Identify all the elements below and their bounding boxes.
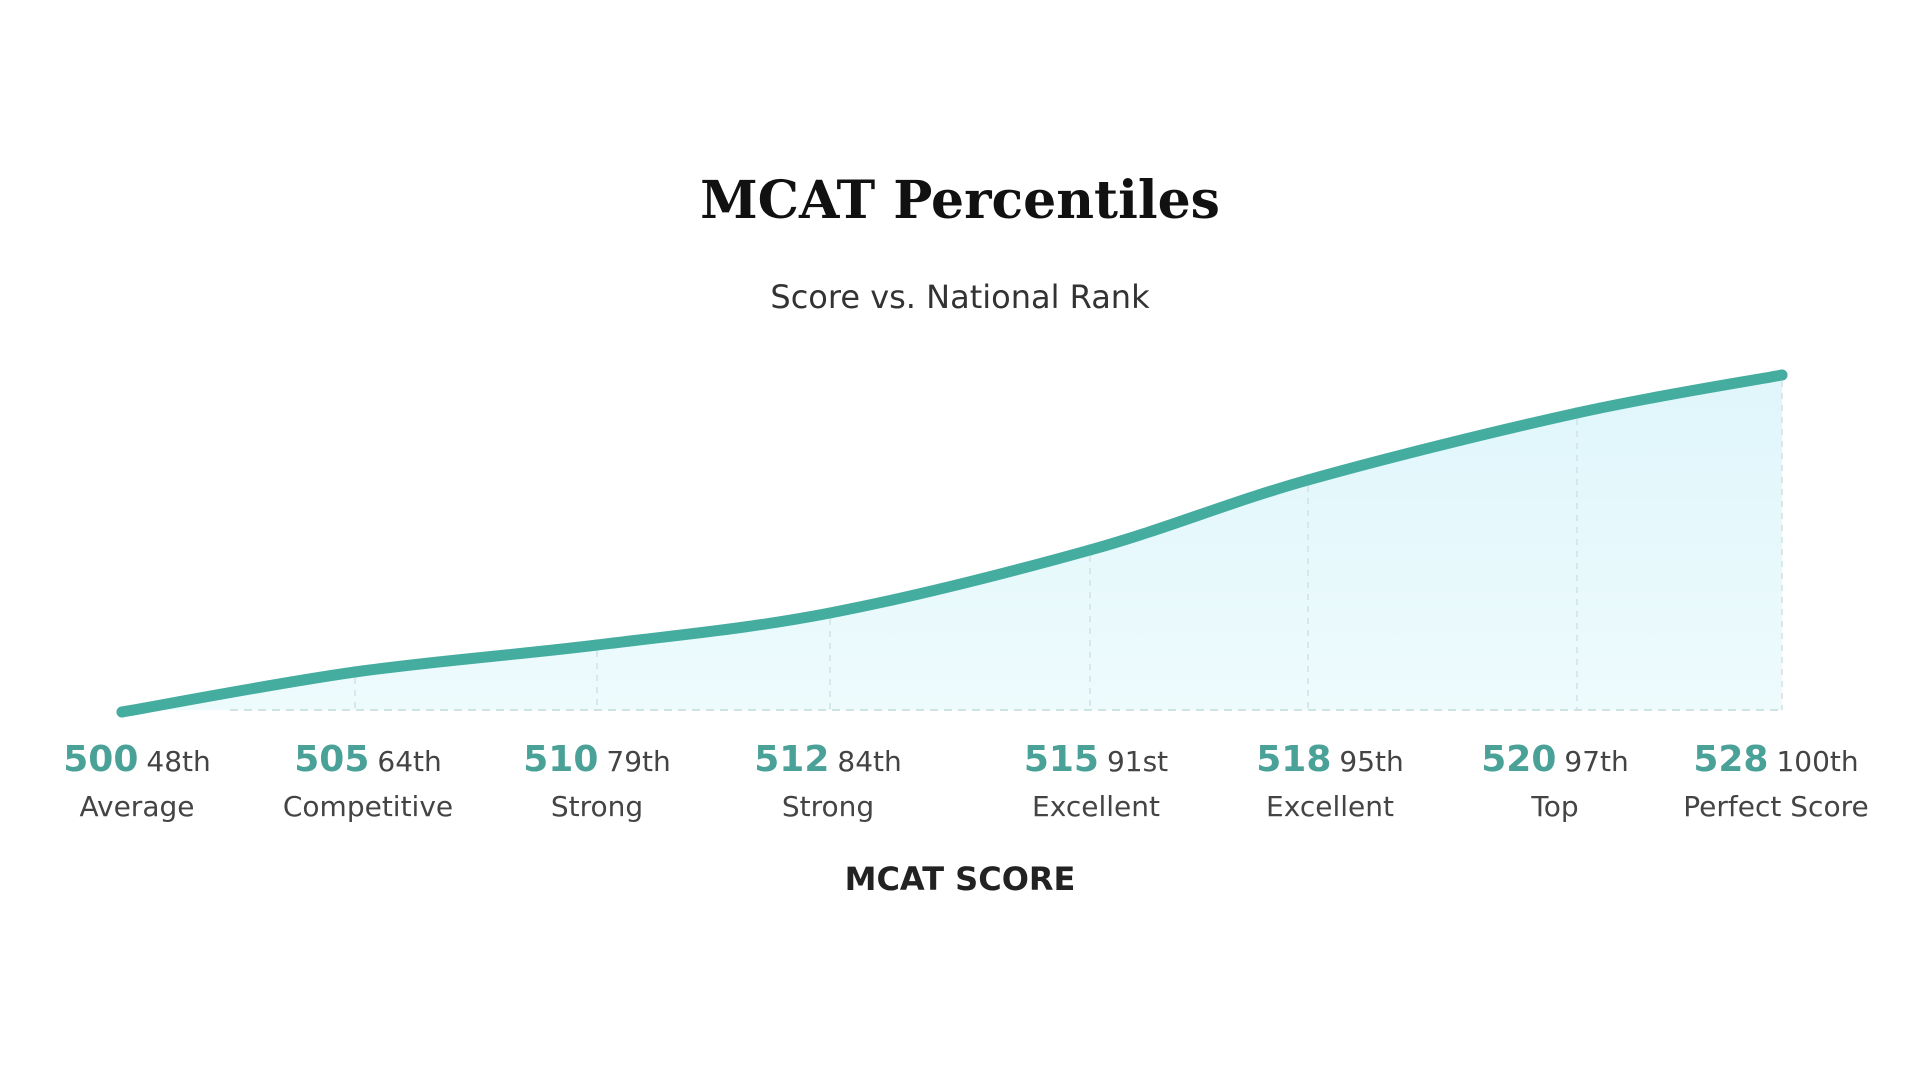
data-point xyxy=(349,666,361,678)
x-tick-group: 500 48th Average xyxy=(32,738,242,826)
data-point xyxy=(1776,369,1788,381)
category-label: Strong xyxy=(550,790,644,823)
x-tick-score-label: 510 xyxy=(523,739,599,780)
category-label: Average xyxy=(79,790,195,823)
x-tick-score-label: 512 xyxy=(754,739,830,780)
percentile-label: 97th xyxy=(1564,745,1629,778)
chart-subtitle: Score vs. National Rank xyxy=(770,278,1150,316)
x-tick-group: 528 100th Perfect Score xyxy=(1671,738,1881,826)
category-label: Top xyxy=(1531,790,1579,823)
percentile-label: 79th xyxy=(606,745,671,778)
x-tick-header: 518 95th xyxy=(1225,738,1435,788)
data-point xyxy=(824,607,836,619)
chart-title: MCAT Percentiles xyxy=(700,170,1220,231)
x-tick-score-label: 518 xyxy=(1256,739,1332,780)
data-point xyxy=(1084,544,1096,556)
x-tick-header: 528 100th xyxy=(1671,738,1881,788)
x-tick-header: 512 84th xyxy=(723,738,933,788)
category-label: Competitive xyxy=(282,790,454,823)
percentile-label: 100th xyxy=(1776,745,1859,778)
percentile-label: 64th xyxy=(377,745,442,778)
percentile-label: 91st xyxy=(1106,745,1169,778)
x-tick-header: 515 91st xyxy=(991,738,1201,788)
data-point xyxy=(591,639,603,651)
category-label: Excellent xyxy=(1032,790,1160,823)
x-tick-group: 515 91st Excellent xyxy=(991,738,1201,826)
x-tick-header: 505 64th xyxy=(263,738,473,788)
series-area-fill xyxy=(122,375,1782,712)
x-tick-group: 505 64th Competitive xyxy=(263,738,473,826)
x-tick-group: 520 97th Top xyxy=(1450,738,1660,826)
x-tick-score-label: 500 xyxy=(63,739,139,780)
x-axis-label: MCAT SCORE xyxy=(844,860,1076,898)
x-tick-group: 512 84th Strong xyxy=(723,738,933,826)
x-tick-score-label: 505 xyxy=(294,739,370,780)
data-point xyxy=(116,706,128,718)
category-label: Strong xyxy=(781,790,875,823)
x-tick-header: 510 79th xyxy=(492,738,702,788)
x-tick-group: 518 95th Excellent xyxy=(1225,738,1435,826)
data-point xyxy=(1571,407,1583,419)
x-tick-group: 510 79th Strong xyxy=(492,738,702,826)
percentile-label: 84th xyxy=(837,745,902,778)
category-label: Perfect Score xyxy=(1683,790,1869,823)
percentile-label: 95th xyxy=(1339,745,1404,778)
category-label: Excellent xyxy=(1266,790,1394,823)
x-tick-header: 520 97th xyxy=(1450,738,1660,788)
percentile-label: 48th xyxy=(146,745,211,778)
data-point xyxy=(1302,474,1314,486)
x-tick-header: 500 48th xyxy=(32,738,242,788)
x-tick-score-label: 515 xyxy=(1023,739,1099,780)
x-tick-score-label: 528 xyxy=(1693,739,1769,780)
x-tick-score-label: 520 xyxy=(1481,739,1557,780)
series-line xyxy=(116,369,1788,718)
